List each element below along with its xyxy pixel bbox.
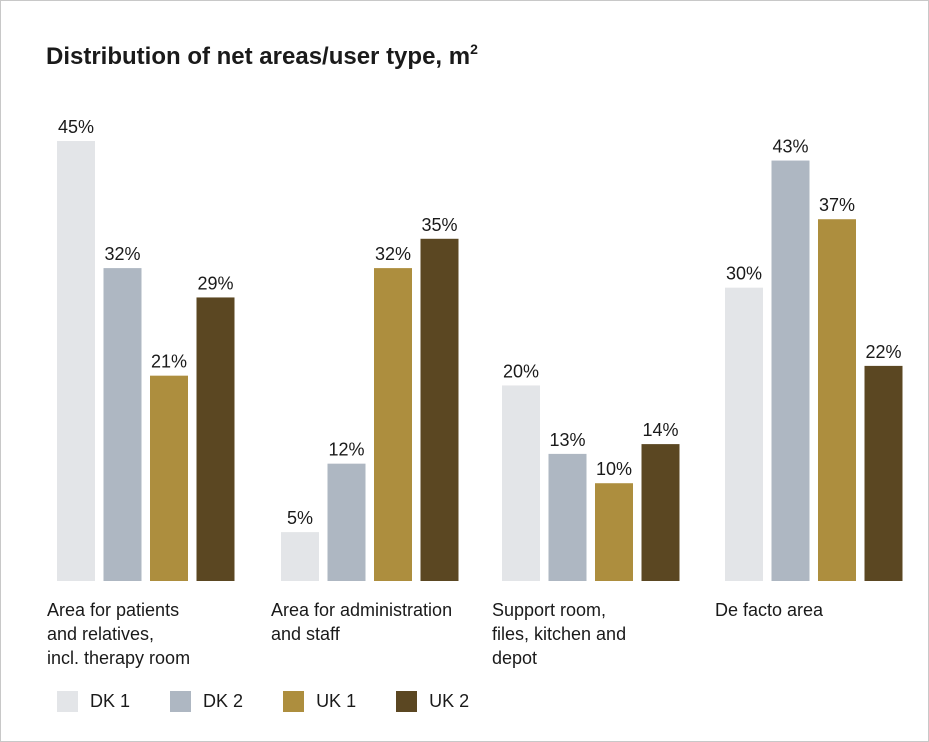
legend-label: DK 1 [90, 691, 131, 711]
data-label-uk2-cat4: 22% [865, 342, 901, 362]
category-label-3: Support room, files, kitchen and depot [492, 600, 626, 668]
category-label-line: and staff [271, 624, 341, 644]
bar-dk2-cat1 [103, 268, 142, 581]
legend-item-dk2: DK 2 [170, 691, 243, 712]
title-superscript: 2 [470, 41, 478, 57]
bar-dk1-cat4 [725, 287, 763, 581]
data-label-uk1-cat4: 37% [819, 195, 855, 215]
data-label-dk2-cat3: 13% [549, 430, 585, 450]
data-label-uk2-cat2: 35% [421, 215, 457, 235]
legend-swatch [170, 691, 192, 712]
bar-dk1-cat3 [502, 385, 540, 581]
legend-item-uk1: UK 1 [283, 691, 356, 712]
category-label-line: incl. therapy room [47, 648, 190, 668]
bar-dk1-cat2 [281, 532, 319, 581]
bar-uk2-cat2 [420, 238, 459, 581]
bar-uk1-cat2 [374, 268, 412, 581]
category-label-4: De facto area [715, 600, 824, 620]
category-label-line: Area for patients [47, 600, 179, 620]
legend: DK 1 DK 2 UK 1 UK 2 [57, 691, 509, 712]
bar-uk1-cat3 [595, 483, 633, 581]
legend-swatch [283, 691, 305, 712]
category-label-1: Area for patients and relatives, incl. the… [47, 600, 190, 668]
category-label-2: Area for administration and staff [271, 600, 452, 644]
data-label-uk1-cat2: 32% [375, 244, 411, 264]
bar-uk2-cat4 [864, 365, 903, 581]
category-label-line: files, kitchen and [492, 624, 626, 644]
category-label-line: depot [492, 648, 537, 668]
legend-item-dk1: DK 1 [57, 691, 130, 712]
bar-dk2-cat4 [771, 160, 810, 582]
legend-swatch [396, 691, 418, 712]
data-label-dk1-cat4: 30% [726, 264, 762, 284]
bar-uk2-cat3 [641, 444, 680, 581]
legend-item-uk2: UK 2 [396, 691, 469, 712]
bar-dk2-cat2 [327, 463, 366, 581]
category-label-line: Area for administration [271, 600, 452, 620]
data-label-dk1-cat1: 45% [58, 117, 94, 137]
data-label-dk1-cat2: 5% [287, 508, 313, 528]
legend-swatch [57, 691, 78, 712]
data-label-uk1-cat1: 21% [151, 352, 187, 372]
data-label-dk1-cat3: 20% [503, 361, 539, 381]
legend-label: UK 1 [316, 691, 357, 711]
bar-uk1-cat1 [150, 375, 188, 581]
data-label-uk2-cat1: 29% [197, 273, 233, 293]
data-label-uk1-cat3: 10% [596, 459, 632, 479]
bar-dk1-cat1 [57, 141, 95, 581]
data-label-uk2-cat3: 14% [642, 420, 678, 440]
bar-dk2-cat3 [548, 453, 587, 581]
data-label-dk2-cat2: 12% [328, 440, 364, 460]
legend-label: UK 2 [429, 691, 470, 711]
data-label-dk2-cat4: 43% [772, 137, 808, 157]
legend-label: DK 2 [203, 691, 244, 711]
bar-uk1-cat4 [818, 219, 856, 581]
chart-title: Distribution of net areas/user type, m2 [46, 41, 478, 70]
data-label-dk2-cat1: 32% [104, 244, 140, 264]
category-label-line: Support room, [492, 600, 606, 620]
bar-uk2-cat1 [196, 297, 235, 581]
category-label-line: and relatives, [47, 624, 154, 644]
category-label-line: De facto area [715, 600, 824, 620]
